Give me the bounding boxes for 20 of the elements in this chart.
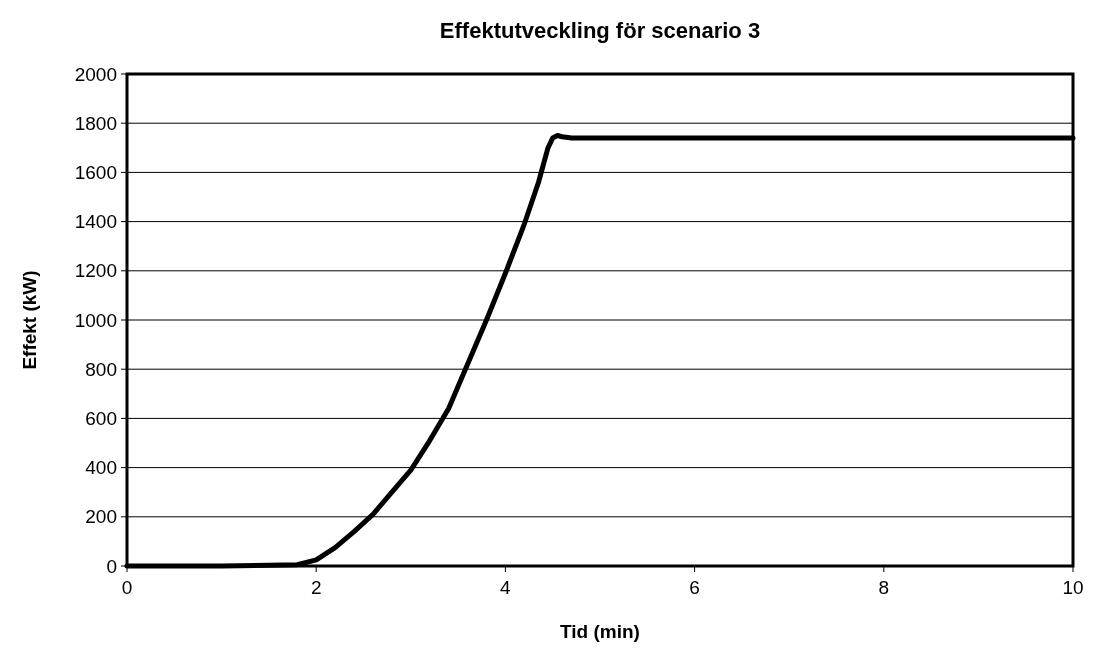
y-tick-label: 800: [85, 358, 117, 380]
y-tick-label: 0: [106, 555, 117, 577]
y-tick-label: 1200: [74, 260, 117, 282]
y-tick-label: 1000: [74, 309, 117, 331]
y-tick-label: 600: [85, 408, 117, 430]
x-axis-title: Tid (min): [560, 621, 640, 642]
x-tick-label: 6: [689, 577, 700, 598]
y-tick-label: 1600: [74, 162, 117, 184]
y-tick-label: 2000: [74, 63, 117, 85]
y-tick-label: 200: [85, 506, 117, 528]
x-tick-label: 0: [121, 577, 133, 598]
x-tick-label: 10: [1062, 577, 1084, 598]
y-tick-label: 400: [85, 457, 117, 479]
y-axis-title: Effekt (kW): [19, 270, 40, 370]
y-tick-label: 1400: [74, 211, 117, 233]
x-tick-label: 4: [500, 577, 512, 598]
y-tick-label: 1800: [74, 112, 117, 134]
x-tick-label: 8: [878, 577, 890, 598]
chart-title: Effektutveckling för scenario 3: [439, 18, 761, 43]
x-tick-label: 2: [310, 577, 322, 598]
